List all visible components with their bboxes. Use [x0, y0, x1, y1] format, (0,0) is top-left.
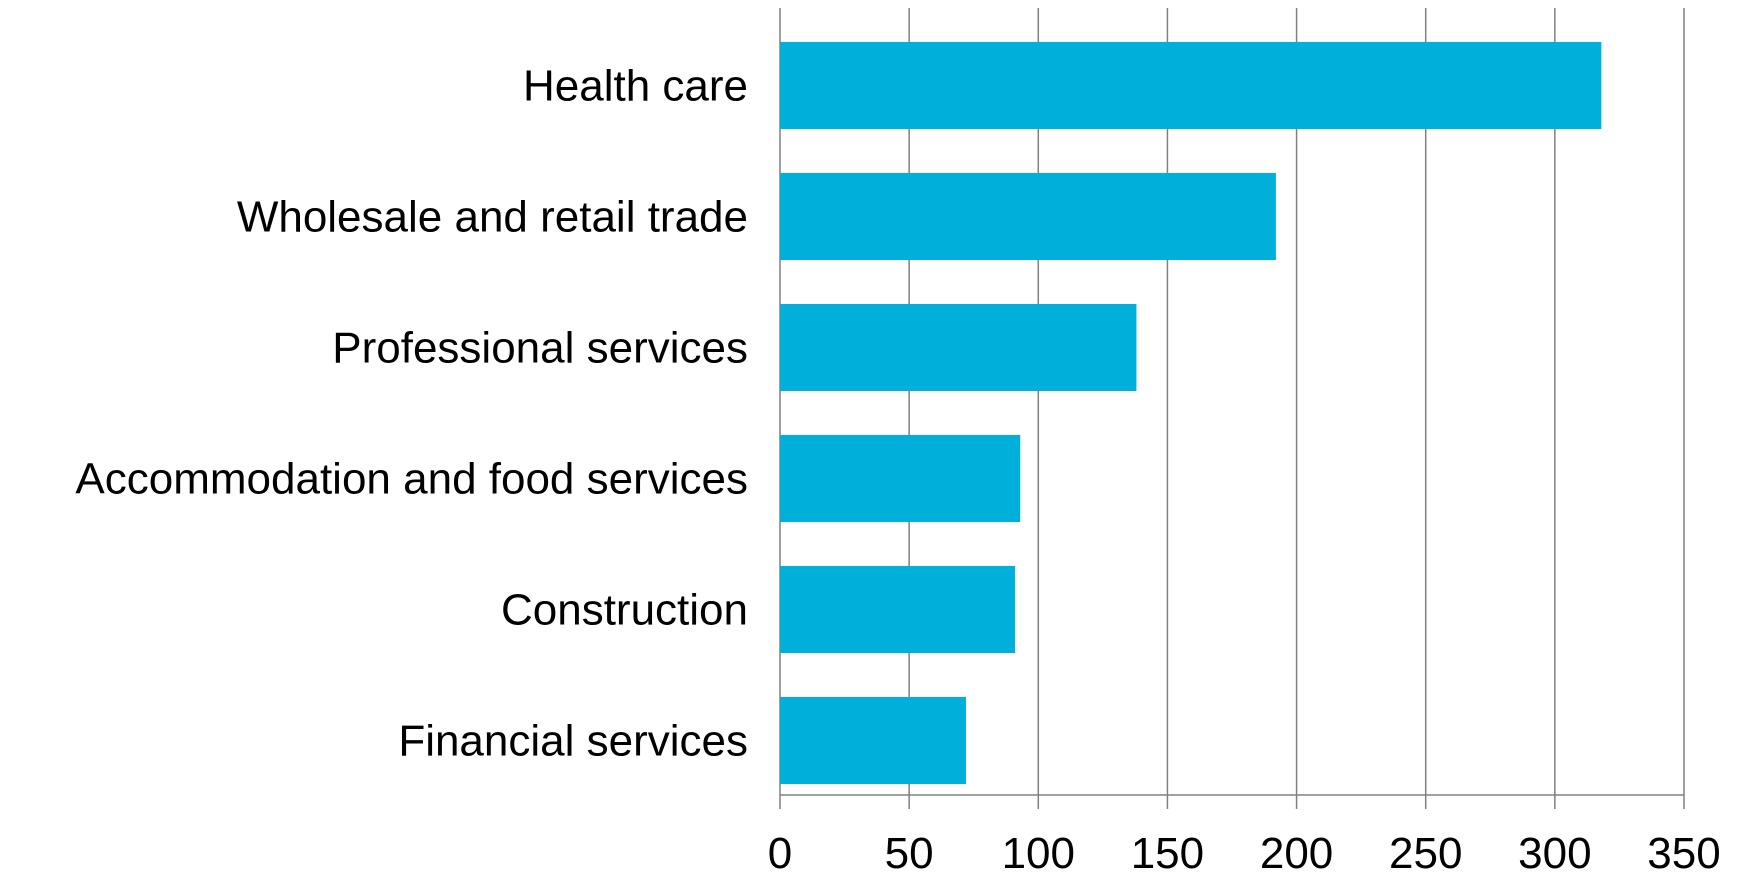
- x-tick-label: 300: [1518, 829, 1591, 873]
- x-tick-label: 200: [1260, 829, 1333, 873]
- category-label: Accommodation and food services: [75, 455, 748, 504]
- x-tick-label: 100: [1002, 829, 1075, 873]
- x-tick-label: 0: [768, 829, 792, 873]
- bars: [780, 42, 1602, 784]
- axes: [779, 794, 1685, 809]
- category-label: Wholesale and retail trade: [237, 193, 748, 242]
- category-label: Health care: [523, 62, 748, 111]
- bar: [780, 42, 1602, 129]
- category-labels: Health care Wholesale and retail trade Pro…: [75, 62, 748, 766]
- category-label: Professional services: [332, 324, 748, 373]
- category-label: Construction: [501, 586, 748, 635]
- bar: [780, 566, 1016, 653]
- x-tick-label: 50: [885, 829, 934, 873]
- bar: [780, 304, 1137, 391]
- bar: [780, 435, 1021, 522]
- x-tick-labels: 0 50 100 150 200 250 300 350: [768, 829, 1721, 873]
- bar: [780, 697, 966, 784]
- gridlines: [779, 8, 1685, 795]
- x-tick-label: 250: [1389, 829, 1462, 873]
- x-tick-label: 350: [1647, 829, 1720, 873]
- bar: [780, 173, 1276, 260]
- category-label: Financial services: [398, 717, 748, 766]
- x-tick-label: 150: [1131, 829, 1204, 873]
